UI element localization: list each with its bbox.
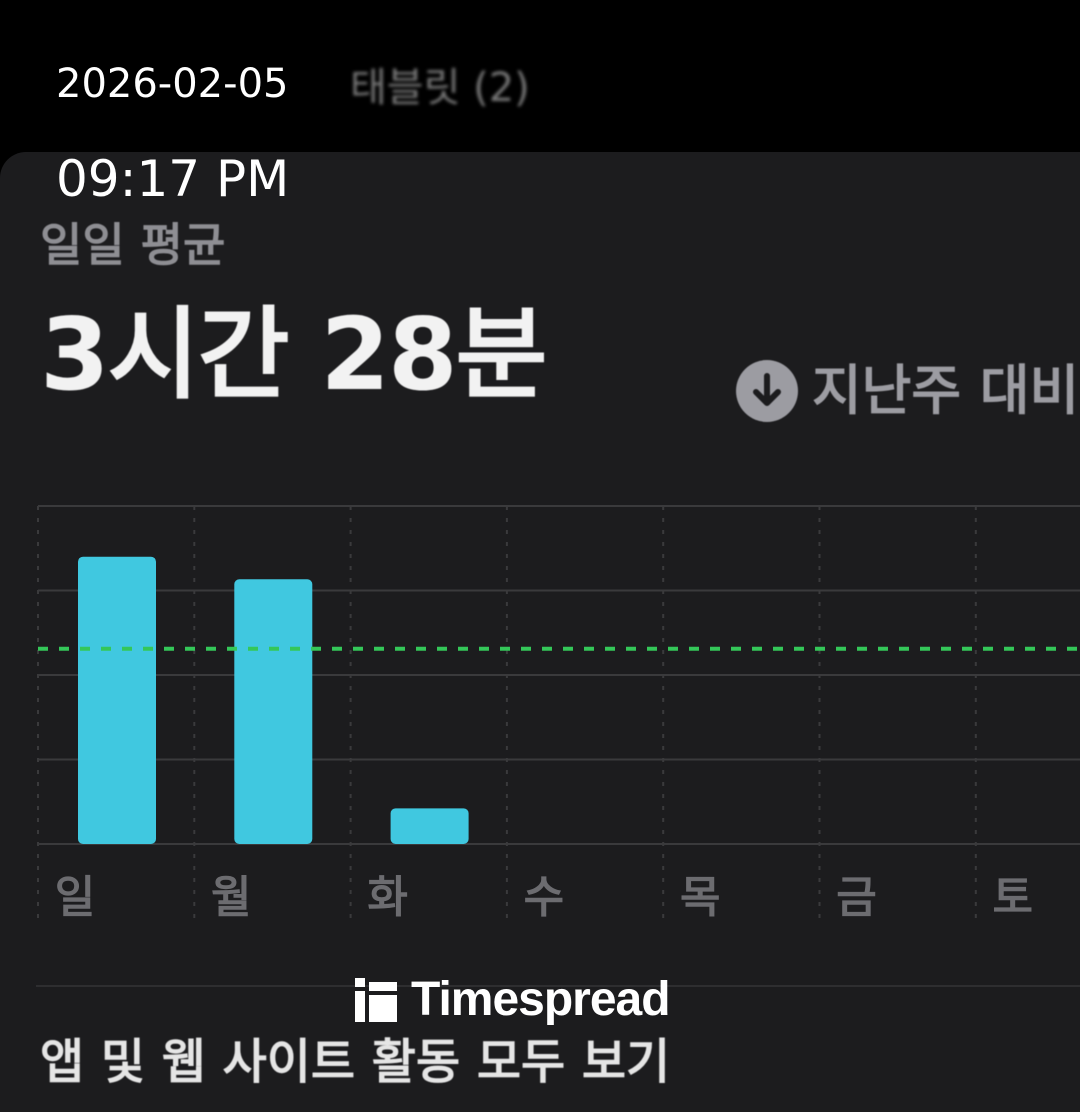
divider: [36, 985, 1080, 987]
day-label: 토: [993, 872, 1033, 923]
daily-average-value: 3시간 28분: [40, 296, 548, 413]
bar-화: [390, 808, 469, 844]
watermark-text: Timespread: [411, 973, 671, 1026]
faded-section-label: 태블릿 (2): [350, 65, 530, 111]
comparison-text: 지난주 대비: [812, 359, 1080, 423]
timestamp-time: 09:17 PM: [56, 150, 290, 208]
view-all-activity-link[interactable]: 앱 및 웹 사이트 활동 모두 보기: [40, 1034, 671, 1090]
day-label: 월: [211, 872, 251, 923]
weekly-comparison: 지난주 대비: [736, 360, 1079, 422]
bar-일: [78, 556, 156, 844]
day-label: 수: [524, 872, 564, 923]
arrow-down-circle-icon: [736, 360, 798, 422]
day-label: 일: [55, 872, 95, 923]
screen-time-card: [0, 152, 1080, 1112]
timespread-watermark: Timespread: [355, 973, 671, 1026]
day-label: 금: [836, 872, 876, 923]
bar-월: [234, 579, 313, 844]
day-label: 화: [367, 872, 407, 923]
timestamp-date: 2026-02-05: [56, 61, 289, 107]
daily-average-label: 일일 평균: [40, 218, 226, 272]
timespread-logo-icon: [355, 978, 397, 1022]
day-label: 목: [680, 872, 720, 923]
